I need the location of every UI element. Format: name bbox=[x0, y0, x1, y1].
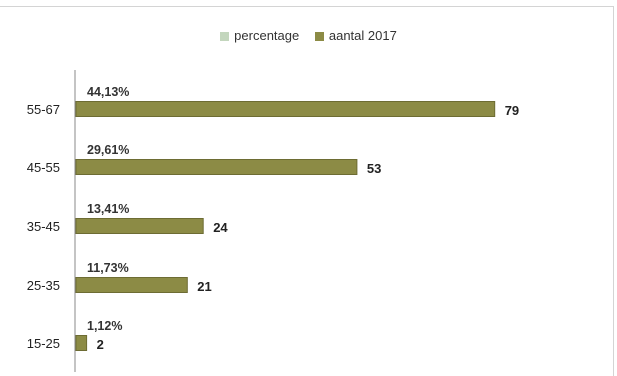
legend-swatch-percentage bbox=[220, 32, 230, 41]
legend-label-aantal-2017: aantal 2017 bbox=[328, 28, 397, 43]
data-label-percentage: 1,12% bbox=[87, 319, 122, 333]
bar-aantal-2017 bbox=[75, 218, 204, 234]
data-label-aantal-2017: 21 bbox=[197, 279, 211, 294]
category-label: 35-45 bbox=[27, 219, 60, 234]
legend-swatch-aantal-2017 bbox=[314, 32, 324, 41]
bar-aantal-2017 bbox=[75, 101, 496, 117]
legend: percentage aantal 2017 bbox=[0, 28, 617, 43]
data-label-percentage: 29,61% bbox=[87, 143, 129, 157]
chart-frame-right bbox=[613, 6, 614, 376]
bar-aantal-2017 bbox=[75, 277, 188, 293]
category-label: 15-25 bbox=[27, 336, 60, 351]
category-label: 45-55 bbox=[27, 160, 60, 175]
bar-aantal-2017 bbox=[75, 335, 88, 351]
bar-aantal-2017 bbox=[75, 159, 358, 175]
data-label-percentage: 44,13% bbox=[87, 85, 129, 99]
data-label-aantal-2017: 24 bbox=[213, 220, 228, 235]
category-label: 55-67 bbox=[27, 102, 60, 117]
chart-frame-top bbox=[0, 6, 614, 7]
legend-label-percentage: percentage bbox=[234, 28, 300, 43]
data-label-percentage: 13,41% bbox=[87, 202, 129, 216]
legend-item-percentage: percentage bbox=[220, 28, 299, 43]
category-label: 25-35 bbox=[27, 278, 60, 293]
data-label-aantal-2017: 53 bbox=[367, 161, 381, 176]
data-label-aantal-2017: 2 bbox=[97, 337, 104, 352]
legend-item-aantal-2017: aantal 2017 bbox=[314, 28, 397, 43]
data-label-percentage: 11,73% bbox=[87, 261, 129, 275]
data-label-aantal-2017: 79 bbox=[505, 103, 519, 118]
